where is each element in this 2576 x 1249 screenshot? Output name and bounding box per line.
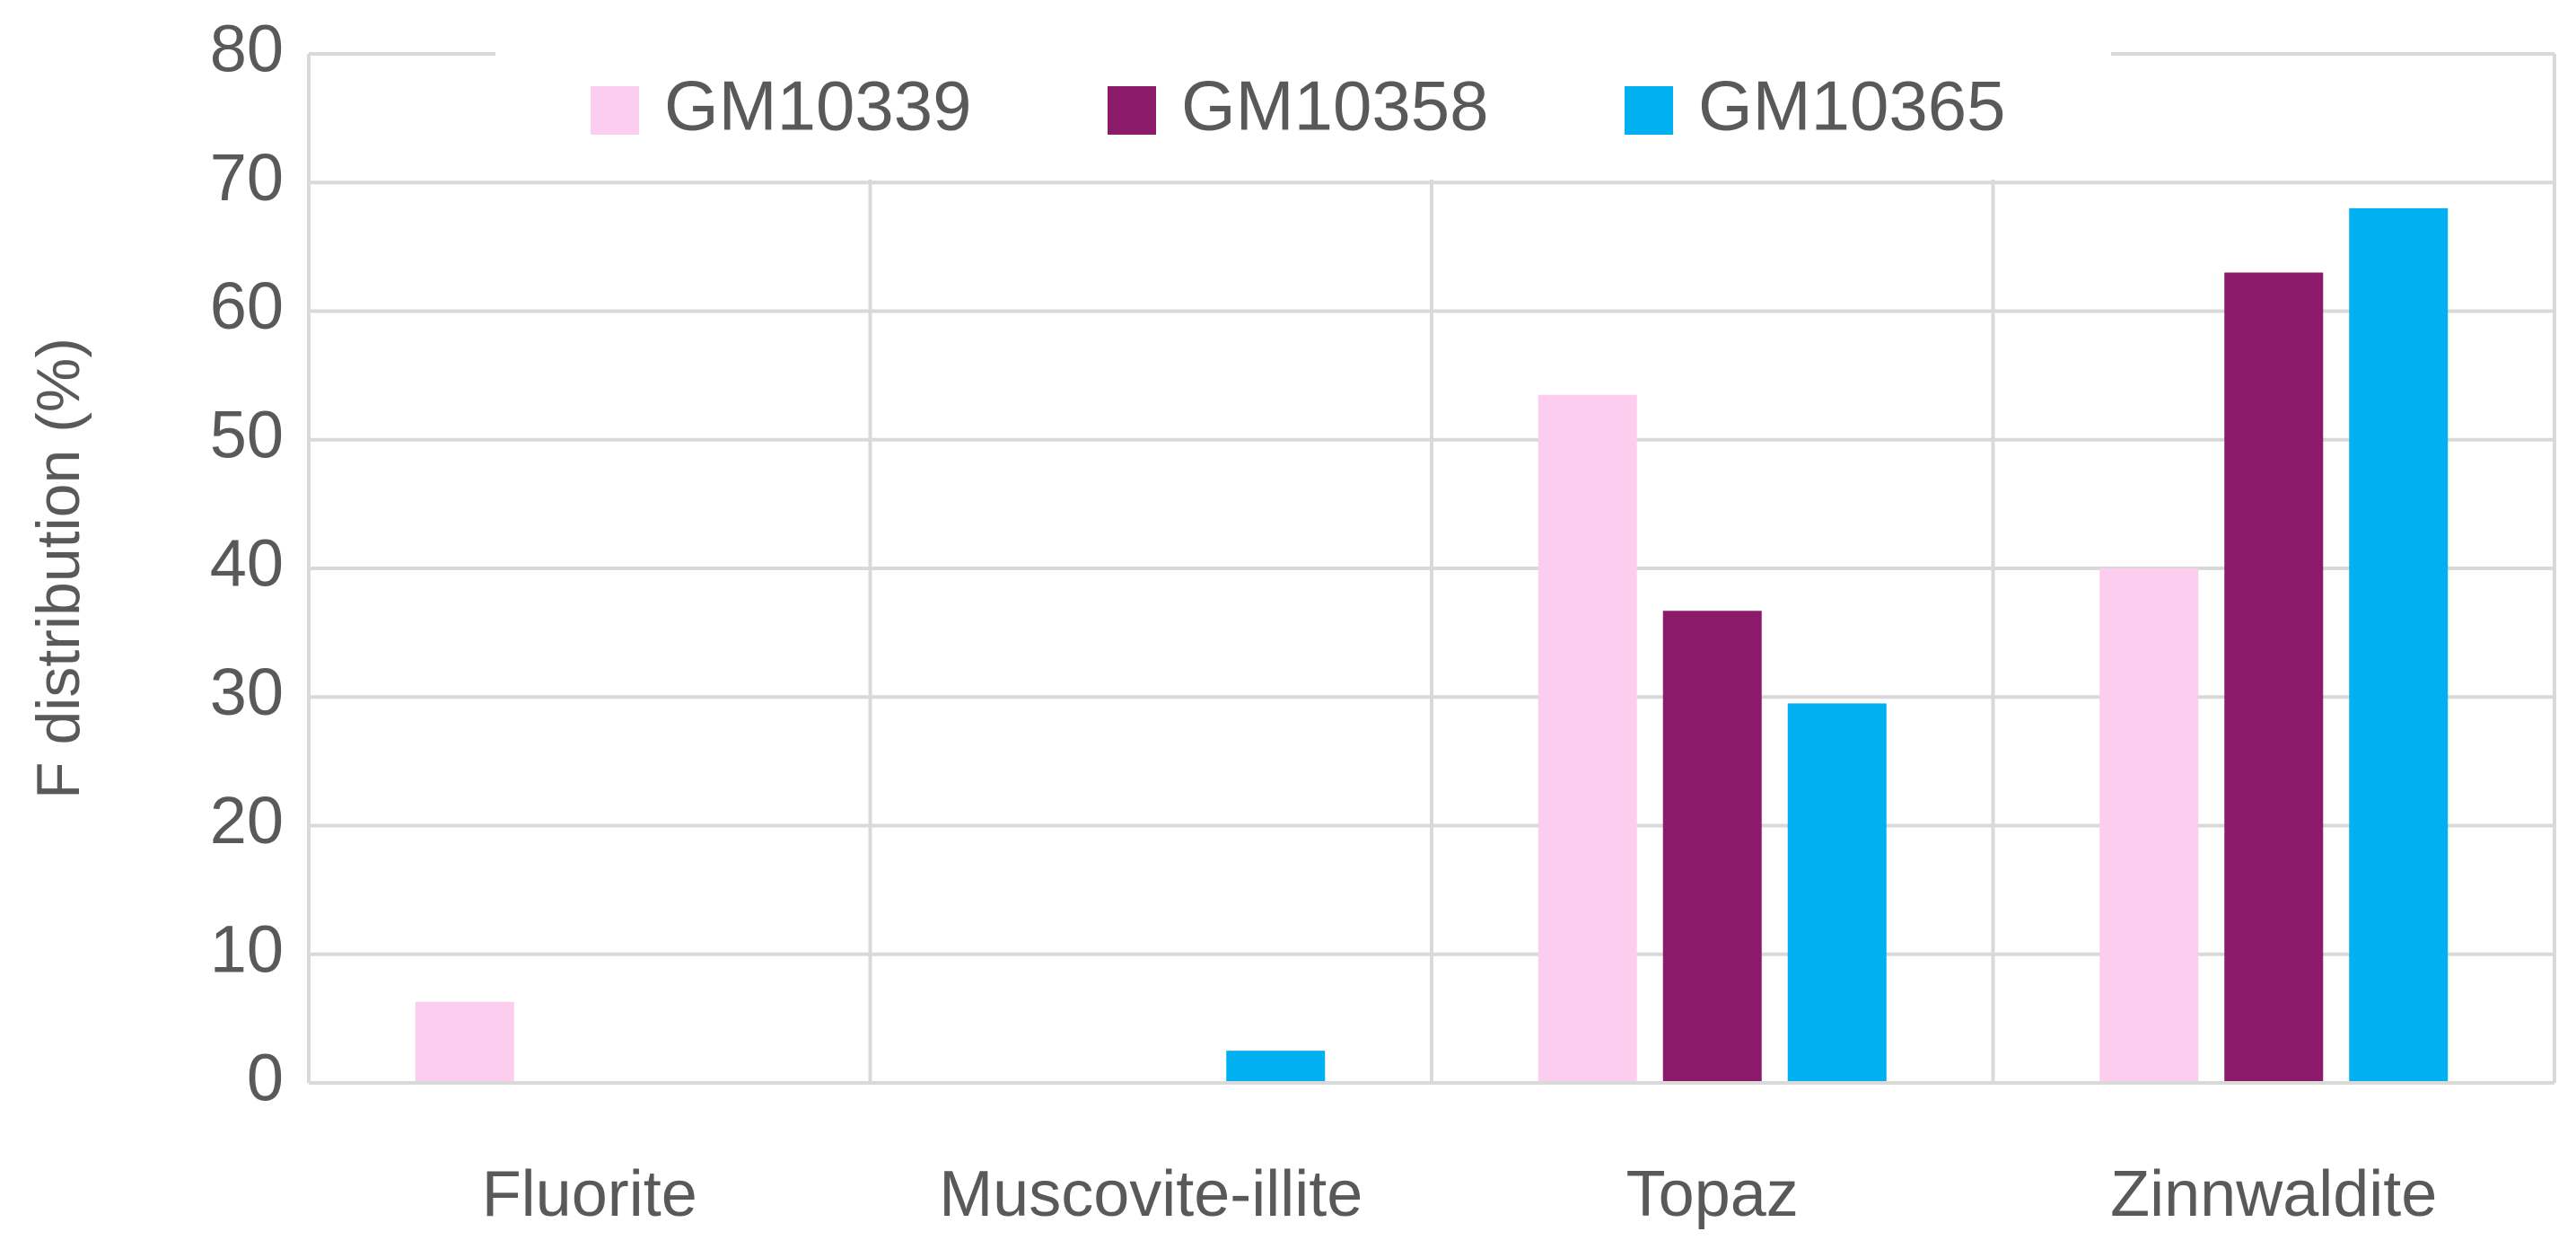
y-tick-label: 40 bbox=[210, 526, 284, 601]
x-tick-label: Fluorite bbox=[482, 1158, 697, 1230]
x-tick-label: Zinnwaldite bbox=[2110, 1158, 2437, 1230]
x-tick-label: Muscovite-illite bbox=[939, 1158, 1362, 1230]
legend-label: GM10339 bbox=[664, 66, 972, 145]
legend-label: GM10365 bbox=[1698, 66, 2006, 145]
y-tick-label: 80 bbox=[210, 12, 284, 86]
bar bbox=[1662, 611, 1762, 1083]
y-tick-label: 30 bbox=[210, 655, 284, 729]
legend-box bbox=[495, 36, 2111, 180]
y-tick-label: 60 bbox=[210, 268, 284, 343]
y-axis-label: F distribution (%) bbox=[24, 338, 92, 799]
bar bbox=[2224, 272, 2324, 1083]
bar bbox=[415, 1001, 514, 1083]
bar bbox=[1226, 1051, 1326, 1083]
bar bbox=[1538, 394, 1637, 1083]
legend-swatch bbox=[1625, 86, 1673, 135]
legend-label: GM10358 bbox=[1181, 66, 1489, 145]
legend-swatch bbox=[591, 86, 639, 135]
bar bbox=[2349, 207, 2449, 1083]
bar bbox=[1787, 703, 1887, 1083]
y-tick-label: 0 bbox=[247, 1041, 284, 1115]
bar bbox=[2099, 568, 2199, 1083]
legend-swatch bbox=[1108, 86, 1156, 135]
y-tick-label: 20 bbox=[210, 783, 284, 858]
y-tick-label: 10 bbox=[210, 911, 284, 986]
y-tick-label: 70 bbox=[210, 140, 284, 215]
y-tick-label: 50 bbox=[210, 397, 284, 471]
x-tick-label: Topaz bbox=[1626, 1158, 1799, 1230]
